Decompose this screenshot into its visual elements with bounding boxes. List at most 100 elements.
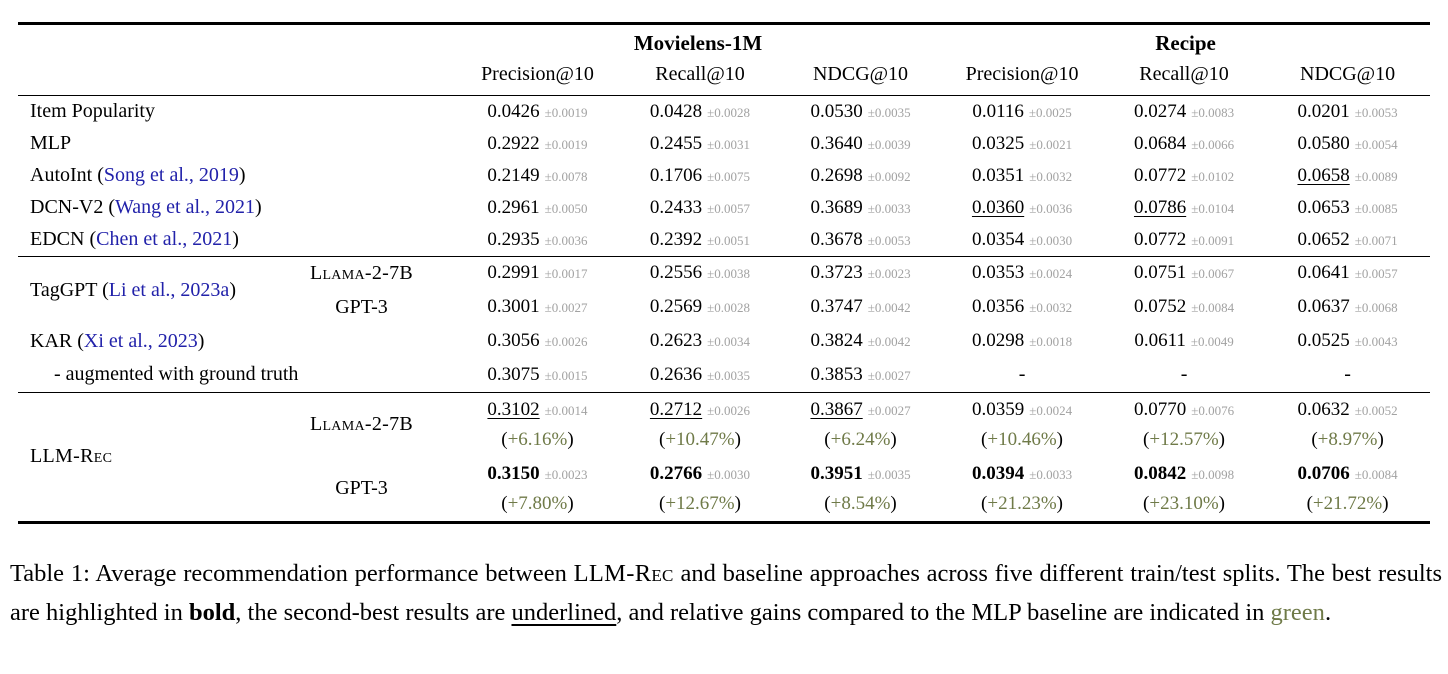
metric-value: 0.3640 <box>810 132 863 154</box>
table-row: EDCN (Chen et al., 2021) 0.2935 ±0.0036 0.2… <box>18 224 1430 257</box>
metric-value: 0.0428 <box>649 100 703 122</box>
metric-value: 0.3001 <box>487 296 540 317</box>
metric-cell: 0.3747 ±0.0042 <box>780 290 941 324</box>
metric-value: 0.0530 <box>810 100 863 122</box>
metric-cell: 0.3951 ±0.0035 (+8.54%) <box>780 457 941 522</box>
stddev-value: ±0.0027 <box>867 367 911 383</box>
stddev-value: ±0.0068 <box>1354 300 1398 315</box>
stddev-value: ±0.0027 <box>867 403 911 419</box>
relative-gain-line: (+10.46%) <box>942 425 1102 454</box>
stddev-value: ±0.0035 <box>867 467 911 483</box>
text-segment: ) <box>238 164 246 186</box>
table-row: LLM-Rec Llama-2-7B 0.3102 ±0.0014 (+6.16%) 0.… <box>18 391 1431 522</box>
relative-gain-line: (+7.80%) <box>456 489 619 518</box>
metric-cell: 0.0351 ±0.0032 <box>941 160 1103 192</box>
relative-gain-line: (+21.23%) <box>942 489 1102 518</box>
metric-value: 0.3723 <box>810 262 863 284</box>
paren: ) <box>890 493 897 515</box>
relative-gain-line: (+10.47%) <box>621 425 779 454</box>
metric-value: 0.0632 <box>1297 399 1350 421</box>
metric-value-line: 0.0751 ±0.0067 <box>1104 258 1264 288</box>
caption-text: bold <box>188 598 236 626</box>
metric-value-line: 0.0641 ±0.0057 <box>1266 258 1429 288</box>
metric-cell: 0.3102 ±0.0014 (+6.16%) <box>455 391 620 457</box>
stddev-value: ±0.0052 <box>1354 403 1398 419</box>
model-variant: GPT-3 <box>268 457 455 522</box>
metric-value-line: 0.0525 ±0.0043 <box>1266 326 1429 356</box>
paren: ) <box>734 429 741 451</box>
metric-value-line: 0.0428 ±0.0028 <box>621 97 779 127</box>
text-segment: EDCN ( <box>30 228 97 250</box>
metric-value-line: 0.0116 ±0.0025 <box>942 97 1102 127</box>
stddev-value: ±0.0076 <box>1191 403 1235 419</box>
paren: ) <box>567 429 574 451</box>
method-label: MLP <box>18 128 455 160</box>
metric-value-line: 0.3689 ±0.0033 <box>781 193 940 223</box>
citation-link[interactable]: Wang et al., 2021 <box>115 196 256 218</box>
metric-cell: - <box>941 358 1103 392</box>
metric-cell: 0.1706 ±0.0075 <box>620 160 780 192</box>
relative-gain-line: (+8.97%) <box>1266 425 1429 454</box>
stddev-value: ±0.0036 <box>544 232 588 248</box>
stddev-value: ±0.0035 <box>867 104 911 120</box>
table-body: Item Popularity 0.0426 ±0.0019 0.0428 ±0.002… <box>18 95 1431 522</box>
paren: ) <box>1056 429 1063 451</box>
stddev-value: ±0.0057 <box>1354 266 1398 282</box>
col-header-ml-ndcg: NDCG@10 <box>812 62 909 85</box>
paren: ) <box>1377 429 1384 451</box>
metric-cell: 0.0842 ±0.0098 (+23.10%) <box>1103 457 1265 522</box>
metric-value: 0.2455 <box>649 132 703 154</box>
metric-cell: 0.2636 ±0.0035 <box>620 358 780 392</box>
paren: ) <box>1382 493 1389 515</box>
metric-value: 0.3689 <box>810 196 863 218</box>
metric-value-line: 0.2149 ±0.0078 <box>456 161 619 191</box>
citation-link[interactable]: Song et al., 2019 <box>103 164 239 186</box>
citation-link[interactable]: Li et al., 2023a <box>108 278 230 301</box>
metric-value-line: 0.3853 ±0.0027 <box>781 360 940 390</box>
relative-gain-line: (+6.16%) <box>456 425 619 454</box>
metric-value: 0.2623 <box>649 330 703 351</box>
metric-value-line: 0.0706 ±0.0084 <box>1266 459 1429 489</box>
metric-cell: 0.0298 ±0.0018 <box>941 324 1103 358</box>
metric-cell: 0.0684 ±0.0066 <box>1103 128 1265 160</box>
metric-value: 0.0353 <box>971 262 1025 284</box>
metric-value-line: 0.3723 ±0.0023 <box>781 258 940 288</box>
stddev-value: ±0.0039 <box>867 136 911 152</box>
stddev-value: ±0.0035 <box>707 367 751 383</box>
method-label: LLM-Rec <box>18 391 268 522</box>
table-caption: Table 1: Average recommendation performa… <box>10 554 1442 632</box>
metric-value: 0.3824 <box>810 330 863 351</box>
paren: ( <box>1143 493 1150 515</box>
metric-value-line: 0.3056 ±0.0026 <box>456 326 619 356</box>
metric-cell: 0.3689 ±0.0033 <box>780 192 941 224</box>
metric-cell: 0.2766 ±0.0030 (+12.67%) <box>620 457 780 522</box>
stddev-value: ±0.0092 <box>867 168 911 184</box>
metric-value: 0.3056 <box>487 330 540 351</box>
metric-value-line: 0.0353 ±0.0024 <box>942 258 1102 288</box>
text-segment: MLP <box>30 132 72 154</box>
relative-gain-value: +23.10% <box>1149 493 1219 515</box>
metric-value: 0.0360 <box>971 196 1025 218</box>
metric-value: 0.0394 <box>971 463 1025 485</box>
text-segment: Item Popularity <box>30 100 155 122</box>
method-label: - augmented with ground truth <box>18 358 455 392</box>
stddev-value: ±0.0071 <box>1354 232 1398 248</box>
metric-value: 0.0752 <box>1133 296 1187 317</box>
metric-value: 0.0580 <box>1297 132 1350 154</box>
metric-value: 0.0770 <box>1133 399 1187 421</box>
missing-value: - <box>1018 363 1026 386</box>
stddev-value: ±0.0104 <box>1191 200 1235 216</box>
citation-link[interactable]: Xi et al., 2023 <box>83 329 198 352</box>
metric-value: 0.2991 <box>487 262 540 284</box>
relative-gain-line: (+6.24%) <box>781 425 940 454</box>
stddev-value: ±0.0025 <box>1028 104 1072 120</box>
citation-link[interactable]: Chen et al., 2021 <box>96 228 233 250</box>
text-segment: LLM-Rec <box>30 445 113 467</box>
metric-value-line: 0.0351 ±0.0032 <box>942 161 1102 191</box>
metric-value-line: 0.0298 ±0.0018 <box>942 326 1102 356</box>
metric-value: 0.3951 <box>810 463 863 485</box>
table-row: DCN-V2 (Wang et al., 2021) 0.2961 ±0.0050 0… <box>18 192 1430 224</box>
stddev-value: ±0.0030 <box>707 467 751 483</box>
metric-value-line: 0.2766 ±0.0030 <box>621 459 779 489</box>
metric-value: 0.2712 <box>649 399 703 421</box>
